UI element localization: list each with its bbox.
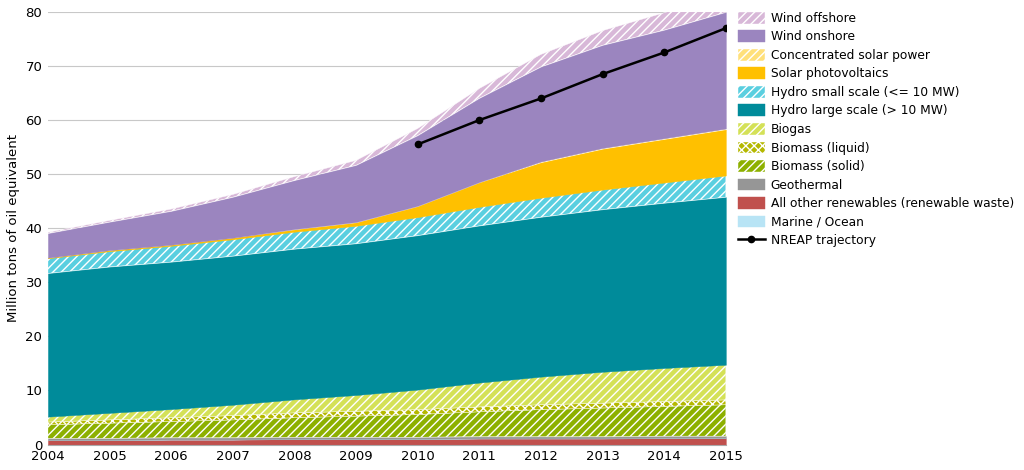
NREAP trajectory (658, 50, 671, 55)
Legend: Wind offshore, Wind onshore, Concentrated solar power, Solar photovoltaics, Hydr: Wind offshore, Wind onshore, Concentrate… (735, 9, 1017, 250)
Line: NREAP trajectory: NREAP trajectory (415, 25, 729, 148)
NREAP trajectory (596, 71, 608, 77)
NREAP trajectory (720, 25, 732, 31)
NREAP trajectory (535, 95, 547, 101)
NREAP trajectory (412, 141, 424, 147)
NREAP trajectory (473, 117, 485, 123)
Y-axis label: Million tons of oil equivalent: Million tons of oil equivalent (7, 134, 19, 322)
